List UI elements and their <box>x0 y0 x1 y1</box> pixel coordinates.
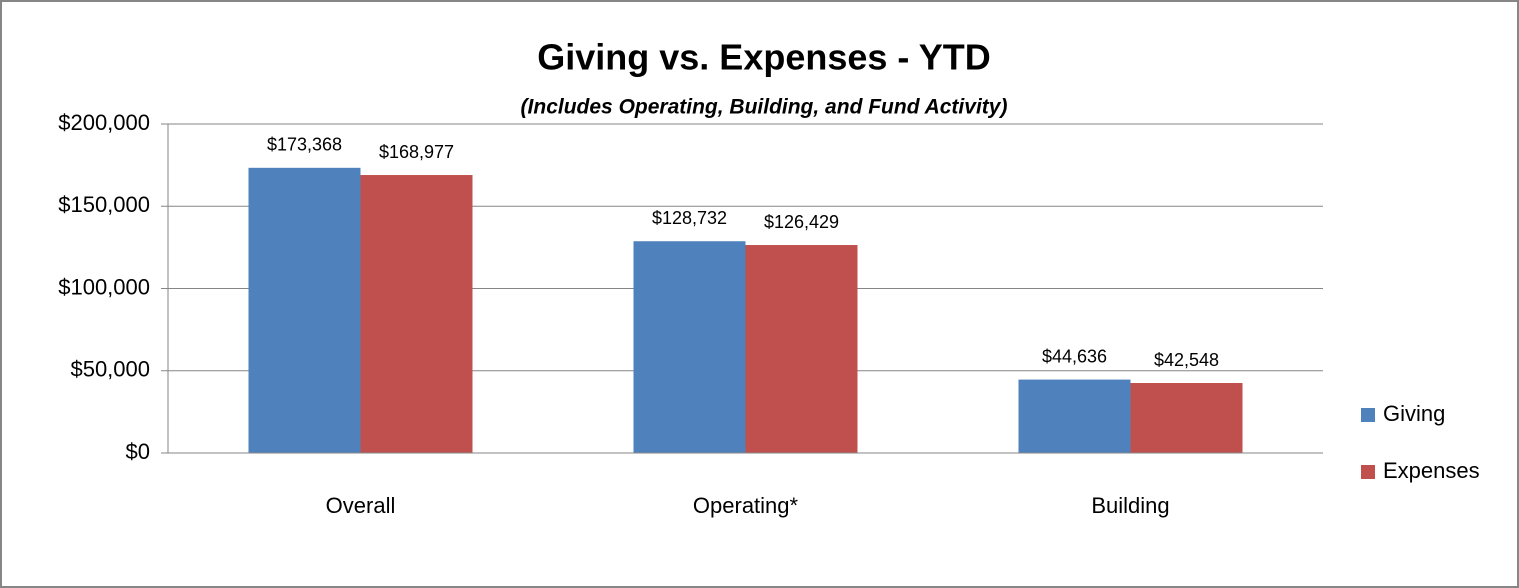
bar <box>1018 379 1131 453</box>
x-tick-label: Overall <box>326 493 396 518</box>
x-tick-label: Operating* <box>693 493 799 518</box>
legend-label: Giving <box>1383 401 1445 426</box>
bar <box>633 241 746 453</box>
bar <box>1130 383 1243 453</box>
legend-swatch <box>1361 408 1375 422</box>
x-tick-label: Building <box>1091 493 1169 518</box>
y-tick-label: $0 <box>126 439 150 464</box>
data-label: $42,548 <box>1154 350 1219 370</box>
y-tick-label: $150,000 <box>58 192 150 217</box>
bar <box>248 167 361 454</box>
data-label: $173,368 <box>267 135 342 155</box>
y-tick-label: $100,000 <box>58 274 150 299</box>
legend-label: Expenses <box>1383 458 1480 483</box>
bar <box>745 245 858 453</box>
chart-subtitle: (Includes Operating, Building, and Fund … <box>521 96 1008 119</box>
data-label: $126,429 <box>764 212 839 232</box>
y-tick-label: $50,000 <box>70 357 150 382</box>
data-label: $168,977 <box>379 142 454 162</box>
y-tick-label: $200,000 <box>58 110 150 135</box>
data-label: $128,732 <box>652 208 727 228</box>
data-label: $44,636 <box>1042 346 1107 366</box>
bar <box>360 175 473 453</box>
chart-title: Giving vs. Expenses - YTD <box>537 37 991 78</box>
legend-swatch <box>1361 465 1375 479</box>
